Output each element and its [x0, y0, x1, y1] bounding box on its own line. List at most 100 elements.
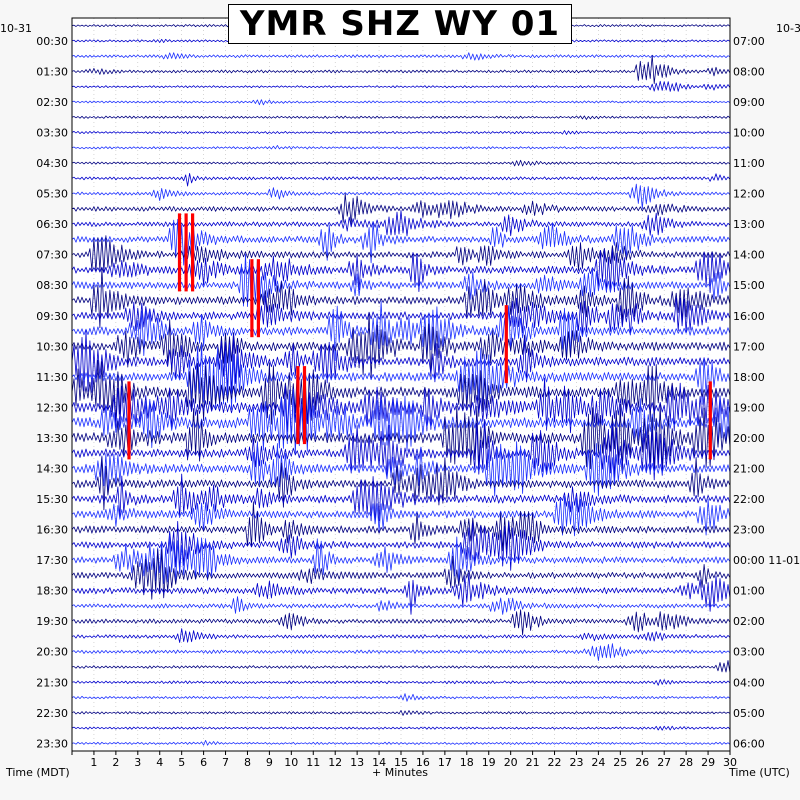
x-axis-ticks: 1 2 3 4 5 6 7 8 9 10 11 12 13 14 15 16 17 18 19 20 21 22 23 24 2…	[71, 751, 737, 769]
clipped-signal-bar	[296, 366, 300, 445]
clipped-signal-bar	[127, 381, 131, 460]
seismic-trace	[71, 419, 731, 481]
right-time-label: 15:00	[733, 279, 765, 292]
x-tick-label: 13	[350, 756, 364, 769]
right-time-label: 00:00 11-01	[733, 554, 800, 567]
seismic-trace	[71, 693, 731, 702]
right-time-label: 03:00	[733, 646, 765, 659]
right-time-label: 05:00	[733, 707, 765, 720]
seismic-trace	[71, 388, 731, 455]
x-tick-label: 10	[284, 756, 298, 769]
x-tick-label: 26	[635, 756, 649, 769]
seismic-trace	[71, 643, 731, 661]
seismic-trace	[71, 572, 731, 615]
seismic-trace	[71, 210, 731, 237]
right-time-labels: 07:00 08:00 09:00 10:00 11:00 12:00 13:00 14:00…	[733, 35, 800, 751]
seismic-trace	[71, 710, 731, 716]
right-time-label: 04:00	[733, 676, 765, 689]
seismic-trace	[71, 183, 731, 209]
x-tick-label: 3	[134, 756, 141, 769]
x-tick-label: 24	[591, 756, 605, 769]
clipped-signal-bar	[184, 213, 188, 292]
right-time-label: 11:00	[733, 157, 765, 170]
right-time-label: 23:00	[733, 524, 765, 537]
right-time-label: 01:00	[733, 585, 765, 598]
left-time-label: 14:30	[36, 463, 68, 476]
seismic-trace	[71, 330, 731, 395]
right-time-label: 13:00	[733, 218, 765, 231]
seismic-trace	[71, 193, 731, 225]
seismic-trace	[71, 501, 731, 552]
right-time-label: 02:00	[733, 615, 765, 628]
x-tick-label: 15	[394, 756, 408, 769]
clipped-signal-bar	[504, 305, 508, 384]
right-time-label: 06:00	[733, 737, 765, 750]
x-tick-label: 21	[526, 756, 540, 769]
x-tick-label: 22	[548, 756, 562, 769]
left-time-label: 10:30	[36, 340, 68, 353]
seismic-trace	[71, 253, 731, 318]
seismic-trace	[71, 473, 731, 524]
start-date-left: 10-31	[0, 22, 32, 35]
seismic-trace	[71, 628, 731, 643]
clipped-segments	[127, 213, 712, 460]
seismic-trace	[71, 441, 731, 497]
seismic-trace	[71, 145, 731, 150]
clipped-signal-bar	[256, 259, 260, 338]
left-time-label: 18:30	[36, 585, 68, 598]
right-time-label: 10:00	[733, 127, 765, 140]
x-tick-label: 12	[328, 756, 342, 769]
seismic-trace	[71, 99, 731, 106]
left-time-label: 08:30	[36, 279, 68, 292]
left-time-label: 22:30	[36, 707, 68, 720]
x-tick-label: 7	[222, 756, 229, 769]
right-time-label: 21:00	[733, 463, 765, 476]
clipped-signal-bar	[191, 213, 195, 292]
left-time-label: 13:30	[36, 432, 68, 445]
seismic-trace	[71, 377, 731, 440]
clipped-signal-bar	[708, 381, 712, 460]
left-time-label: 02:30	[36, 96, 68, 109]
x-tick-label: 18	[460, 756, 474, 769]
x-tick-label: 23	[570, 756, 584, 769]
x-tick-label: 19	[482, 756, 496, 769]
seismic-trace	[71, 596, 731, 615]
seismic-trace	[71, 403, 731, 471]
x-tick-label: 11	[306, 756, 320, 769]
x-tick-label: 2	[112, 756, 119, 769]
left-time-label: 07:30	[36, 249, 68, 262]
seismic-trace	[71, 343, 731, 411]
x-tick-label: 16	[416, 756, 430, 769]
x-tick-label: 30	[723, 756, 737, 769]
right-time-label: 07:00	[733, 35, 765, 48]
left-time-label: 03:30	[36, 127, 68, 140]
seismic-trace	[71, 549, 731, 600]
right-time-label: 08:00	[733, 65, 765, 78]
left-axis-title: Time (MDT)	[6, 766, 70, 779]
right-time-label: 09:00	[733, 96, 765, 109]
right-time-label: 12:00	[733, 188, 765, 201]
seismic-trace	[71, 534, 731, 586]
chart-title: YMR SHZ WY 01	[239, 4, 561, 44]
x-tick-label: 29	[701, 756, 715, 769]
seismic-trace	[71, 300, 731, 362]
right-time-label: 19:00	[733, 401, 765, 414]
seismic-trace	[71, 115, 731, 120]
x-tick-label: 5	[178, 756, 185, 769]
right-time-label: 20:00	[733, 432, 765, 445]
x-tick-label: 4	[156, 756, 163, 769]
left-time-label: 05:30	[36, 188, 68, 201]
seismic-trace	[71, 295, 731, 336]
seismic-trace	[71, 267, 731, 329]
left-time-labels: 00:30 01:30 02:30 03:30 04:30 05:30 06:30 07:30…	[36, 35, 68, 751]
clipped-signal-bar	[250, 259, 254, 338]
seismic-trace	[71, 235, 731, 273]
seismic-trace	[71, 248, 731, 293]
seismic-trace	[71, 312, 731, 380]
left-time-label: 16:30	[36, 524, 68, 537]
left-time-label: 01:30	[36, 65, 68, 78]
seismic-traces	[71, 24, 731, 746]
left-time-label: 17:30	[36, 554, 68, 567]
left-time-label: 06:30	[36, 218, 68, 231]
